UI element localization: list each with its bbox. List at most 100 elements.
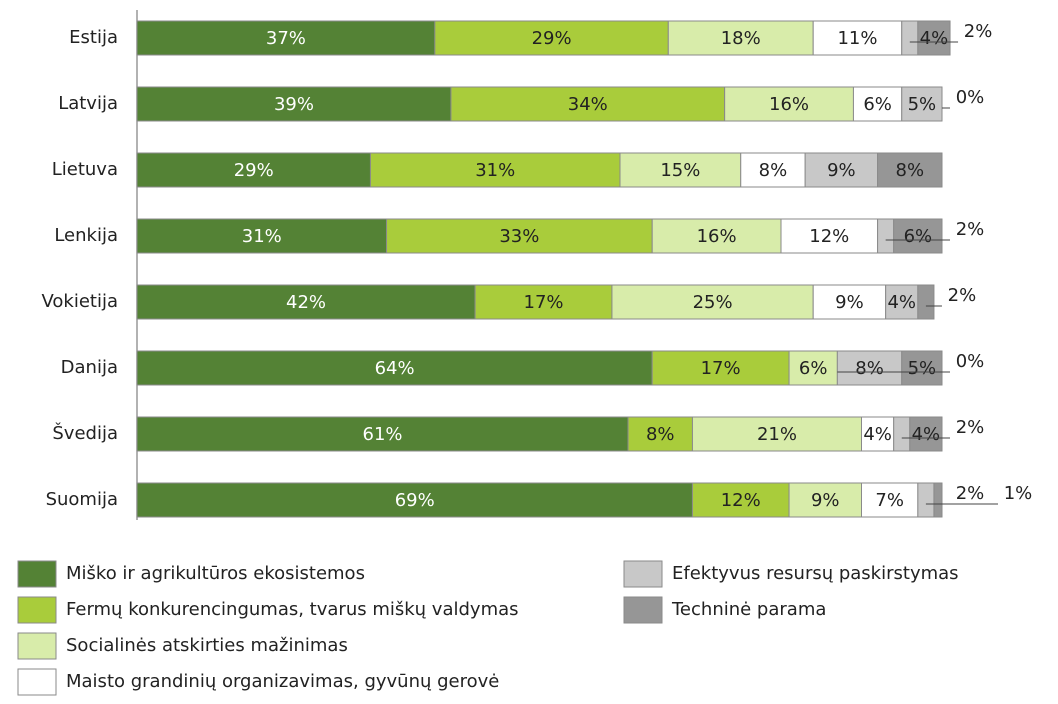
bar-segment [369,152,621,188]
value-label: 8% [896,160,925,181]
value-label: 2% [964,21,993,42]
bar-segment [627,416,693,452]
bar-segment [933,482,943,518]
value-label: 0% [956,87,985,108]
bar-segment [651,218,782,254]
value-label: 8% [855,358,884,379]
bar-segment [136,284,476,320]
bar-segment [611,284,814,320]
category-label: Vokietija [41,291,118,312]
category-label: Lenkija [54,225,118,246]
category-label: Danija [61,357,118,378]
value-label: 9% [827,160,856,181]
value-label: 16% [697,226,737,247]
value-label: 4% [912,424,941,445]
legend-swatch [623,596,663,624]
value-label: 6% [904,226,933,247]
legend-swatch [623,560,663,588]
value-label: 18% [721,28,761,49]
legend-label: Maisto grandinių organizavimas, gyvūnų g… [66,671,499,692]
value-label: 7% [875,490,904,511]
bar-segment [740,152,806,188]
value-label: 42% [286,292,326,313]
bar-segment [885,284,919,320]
bar-segment [667,20,814,56]
bar-segment [136,218,388,254]
bar-segment [893,416,911,452]
bar-segment [136,350,653,386]
value-label: 69% [395,490,435,511]
value-label: 4% [863,424,892,445]
legend-label: Socialinės atskirties mažinimas [66,635,348,656]
bar-segment [450,86,726,122]
bar-segment [724,86,854,122]
bar-segment [788,350,838,386]
value-label: 5% [908,94,937,115]
value-label: 8% [759,160,788,181]
bar-segment [917,482,935,518]
bar-segment [136,152,371,188]
bar-segment [136,86,452,122]
value-label: 9% [835,292,864,313]
value-label: 12% [809,226,849,247]
bar-segment [877,152,943,188]
category-label: Suomija [46,489,118,510]
bar-segment [901,20,919,56]
value-label: 25% [693,292,733,313]
value-label: 31% [242,226,282,247]
value-label: 6% [799,358,828,379]
bar-segment [788,482,862,518]
value-label: 2% [956,483,985,504]
value-label: 17% [524,292,564,313]
bar-segment [852,86,903,122]
value-label: 39% [274,94,314,115]
value-label: 29% [532,28,572,49]
value-label: 6% [863,94,892,115]
legend-label: Techninė parama [671,599,826,620]
value-label: 21% [757,424,797,445]
value-label: 15% [660,160,700,181]
value-label: 2% [956,219,985,240]
legend-swatch [17,596,57,624]
legend-swatch [17,668,57,696]
bar-segment [917,20,951,56]
bar-segment [917,284,935,320]
value-label: 34% [568,94,608,115]
value-label: 2% [948,285,977,306]
category-label: Latvija [58,93,118,114]
bar-segment [901,350,943,386]
value-label: 5% [908,358,937,379]
legend-label: Miško ir agrikultūros ekosistemos [66,563,365,584]
bar-segment [434,20,669,56]
value-label: 8% [646,424,675,445]
category-label: Lietuva [52,159,118,180]
bar-segment [386,218,653,254]
bar-segment [893,218,943,254]
value-label: 37% [266,28,306,49]
value-label: 29% [234,160,274,181]
value-label: 1% [1004,483,1033,504]
legend-label: Efektyvus resursų paskirstymas [672,563,959,584]
bar-segment [901,86,943,122]
value-label: 4% [887,292,916,313]
value-label: 12% [721,490,761,511]
bar-segment [909,416,943,452]
value-label: 16% [769,94,809,115]
bar-segment [619,152,742,188]
category-label: Švedija [52,422,118,444]
value-label: 17% [701,358,741,379]
legend-swatch [17,632,57,660]
category-label: Estija [69,27,118,48]
value-label: 64% [375,358,415,379]
value-label: 2% [956,417,985,438]
bar-segment [861,482,919,518]
value-label: 31% [475,160,515,181]
value-label: 0% [956,351,985,372]
value-label: 9% [811,490,840,511]
value-label: 4% [920,28,949,49]
legend-label: Fermų konkurencingumas, tvarus miškų val… [66,599,519,620]
bar-segment [136,416,629,452]
bar-segment [136,482,693,518]
value-label: 33% [499,226,539,247]
bar-segment [877,218,895,254]
